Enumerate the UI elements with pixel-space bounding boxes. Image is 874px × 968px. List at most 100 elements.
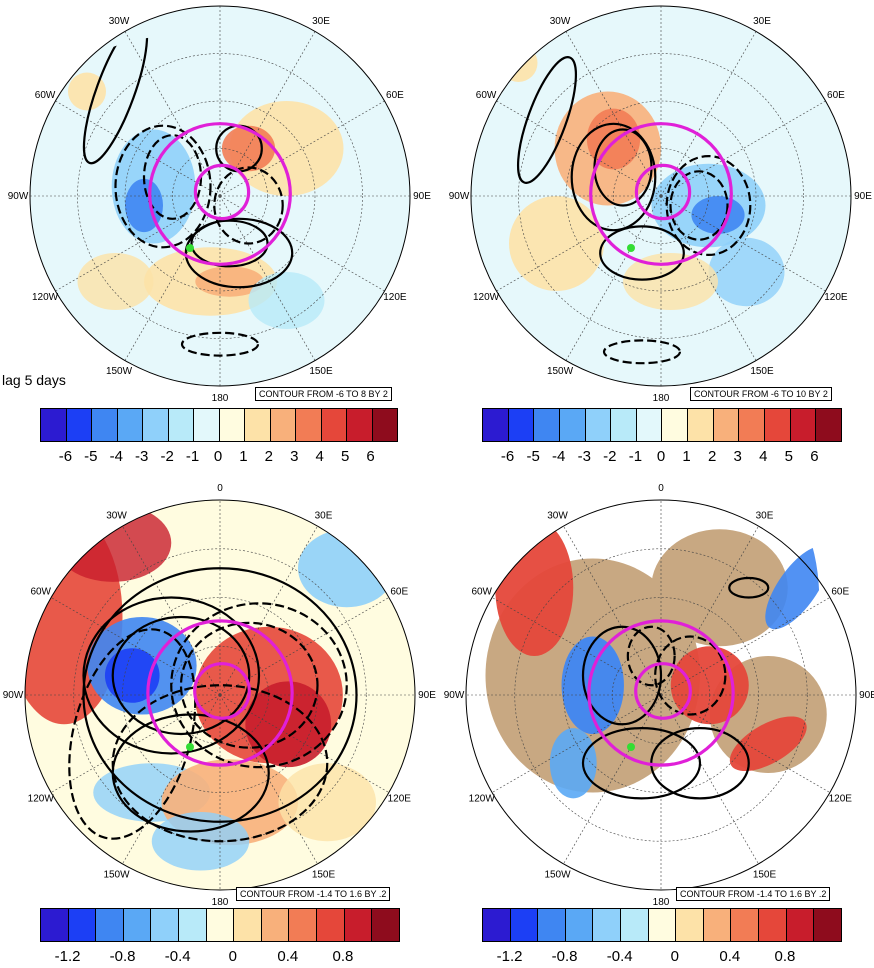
colorbar-tick-label: -3 <box>578 448 591 465</box>
colorbar-box <box>704 909 732 941</box>
colorbar-tick-label: 0.4 <box>277 948 298 965</box>
colorbar-box <box>296 409 322 441</box>
colorbar-tick-label: 0.8 <box>332 948 353 965</box>
colorbar-box <box>538 909 566 941</box>
longitude-label: 30W <box>547 511 568 522</box>
colorbar-box <box>118 409 144 441</box>
colorbar-tick-label: 6 <box>366 448 374 465</box>
colorbar-tick-label: 0 <box>671 948 679 965</box>
colorbar-box <box>483 409 509 441</box>
colorbar-tick-label: 3 <box>734 448 742 465</box>
longitude-label: 120E <box>824 292 848 303</box>
longitude-label: 0 <box>658 483 664 494</box>
colorbar-tick-label: -0.4 <box>607 948 633 965</box>
longitude-label: 30E <box>312 16 330 27</box>
contour-note: CONTOUR FROM -1.4 TO 1.6 BY .2 <box>236 887 390 901</box>
colorbar-box <box>509 409 535 441</box>
longitude-label: 60E <box>827 90 845 101</box>
panel-top-right: 030W60W90W120W150W180150E120E90E60E30E C… <box>441 0 874 482</box>
colorbar-box <box>765 409 791 441</box>
longitude-label: 90E <box>413 191 431 202</box>
longitude-label: 60W <box>471 587 492 598</box>
colorbar-ticks: -6 -5 -4 -3 -2 -1 0 1 2 3 4 5 6 <box>40 448 396 468</box>
location-marker <box>186 743 194 751</box>
longitude-label: 180 <box>212 393 229 404</box>
colorbar-box <box>245 409 271 441</box>
colorbar-box <box>621 909 649 941</box>
colorbar-box <box>372 909 399 941</box>
panel-bottom-right: 0 30W 60W 90W 120W 150W 180 150E 120E 90E 60E 30E C… <box>441 482 874 964</box>
colorbar-box <box>560 409 586 441</box>
location-marker <box>627 244 635 252</box>
colorbar-box <box>322 409 348 441</box>
colorbar-box <box>787 909 815 941</box>
colorbar-box <box>347 409 373 441</box>
colorbar-tick-label: 0.4 <box>719 948 740 965</box>
colorbar-box <box>234 909 262 941</box>
colorbar-tick-label: 6 <box>810 448 818 465</box>
colorbar-tick-label: -4 <box>110 448 123 465</box>
colorbar-box <box>143 409 169 441</box>
colorbar-box <box>124 909 152 941</box>
shading-blob <box>222 126 275 172</box>
colorbar-tick-label: 3 <box>290 448 298 465</box>
colorbar-tick-label: -4 <box>552 448 565 465</box>
colorbar-tick-label: 1 <box>682 448 690 465</box>
colorbar-tick-label: -5 <box>84 448 97 465</box>
colorbar-box <box>289 909 317 941</box>
colorbar-tick-label: -1.2 <box>497 948 523 965</box>
longitude-label: 30E <box>315 511 333 522</box>
panel-top-left: 030W60W90W120W150W180150E120E90E60E30E C… <box>0 0 437 482</box>
colorbar-box <box>92 409 118 441</box>
colorbar-box <box>373 409 398 441</box>
longitude-label: 120E <box>829 794 853 805</box>
longitude-label: 30W <box>550 16 571 27</box>
shading-blob <box>709 238 785 306</box>
contour-note: CONTOUR FROM -1.4 TO 1.6 BY .2 <box>676 887 830 901</box>
longitude-label: 60W <box>30 587 51 598</box>
longitude-label: 150W <box>547 366 574 377</box>
colorbar-box <box>69 909 97 941</box>
colorbar-box <box>194 409 220 441</box>
shading-blob <box>495 520 573 657</box>
longitude-label: 30W <box>109 16 130 27</box>
shading-blob <box>249 272 325 329</box>
colorbar-ticks: -1.2 -0.8 -0.4 0 0.4 0.8 <box>482 948 840 968</box>
colorbar-box <box>534 409 560 441</box>
colorbar-box <box>637 409 663 441</box>
colorbar-box <box>345 909 373 941</box>
longitude-label: 120W <box>473 292 500 303</box>
colorbar-box <box>593 909 621 941</box>
panel-bottom-left: 0 30W 60W 90W 120W 150W 180 150E 120E 90E 60E 30E C… <box>0 482 437 964</box>
colorbar-tick-label: 0.8 <box>774 948 795 965</box>
colorbar-tick-label: 4 <box>759 448 767 465</box>
longitude-label: 90W <box>449 191 470 202</box>
longitude-label: 150E <box>312 869 336 880</box>
colorbar-tick-label: -0.8 <box>552 948 578 965</box>
shading-blob <box>691 196 744 234</box>
colorbar-tick-label: -6 <box>501 448 514 465</box>
colorbar-tick-label: 0 <box>214 448 222 465</box>
colorbar-box <box>566 909 594 941</box>
colorbar-box <box>262 909 290 941</box>
colorbar-box <box>731 909 759 941</box>
longitude-label: 90E <box>418 690 436 701</box>
longitude-label: 30E <box>756 511 774 522</box>
colorbar <box>482 908 842 942</box>
colorbar-box <box>179 909 207 941</box>
colorbar-box <box>688 409 714 441</box>
location-marker <box>627 743 635 751</box>
longitude-label: 120W <box>28 794 55 805</box>
longitude-label: 120E <box>388 794 412 805</box>
longitude-label: 30W <box>106 511 127 522</box>
colorbar-box <box>739 409 765 441</box>
colorbar-tick-label: -1 <box>629 448 642 465</box>
colorbar-box <box>649 909 677 941</box>
colorbar-tick-label: 2 <box>708 448 716 465</box>
longitude-label: 150W <box>106 366 133 377</box>
colorbar-box <box>41 909 69 941</box>
longitude-label: 150W <box>103 869 130 880</box>
longitude-label: 180 <box>653 897 670 908</box>
colorbar-tick-label: 1 <box>239 448 247 465</box>
colorbar-box <box>791 409 817 441</box>
